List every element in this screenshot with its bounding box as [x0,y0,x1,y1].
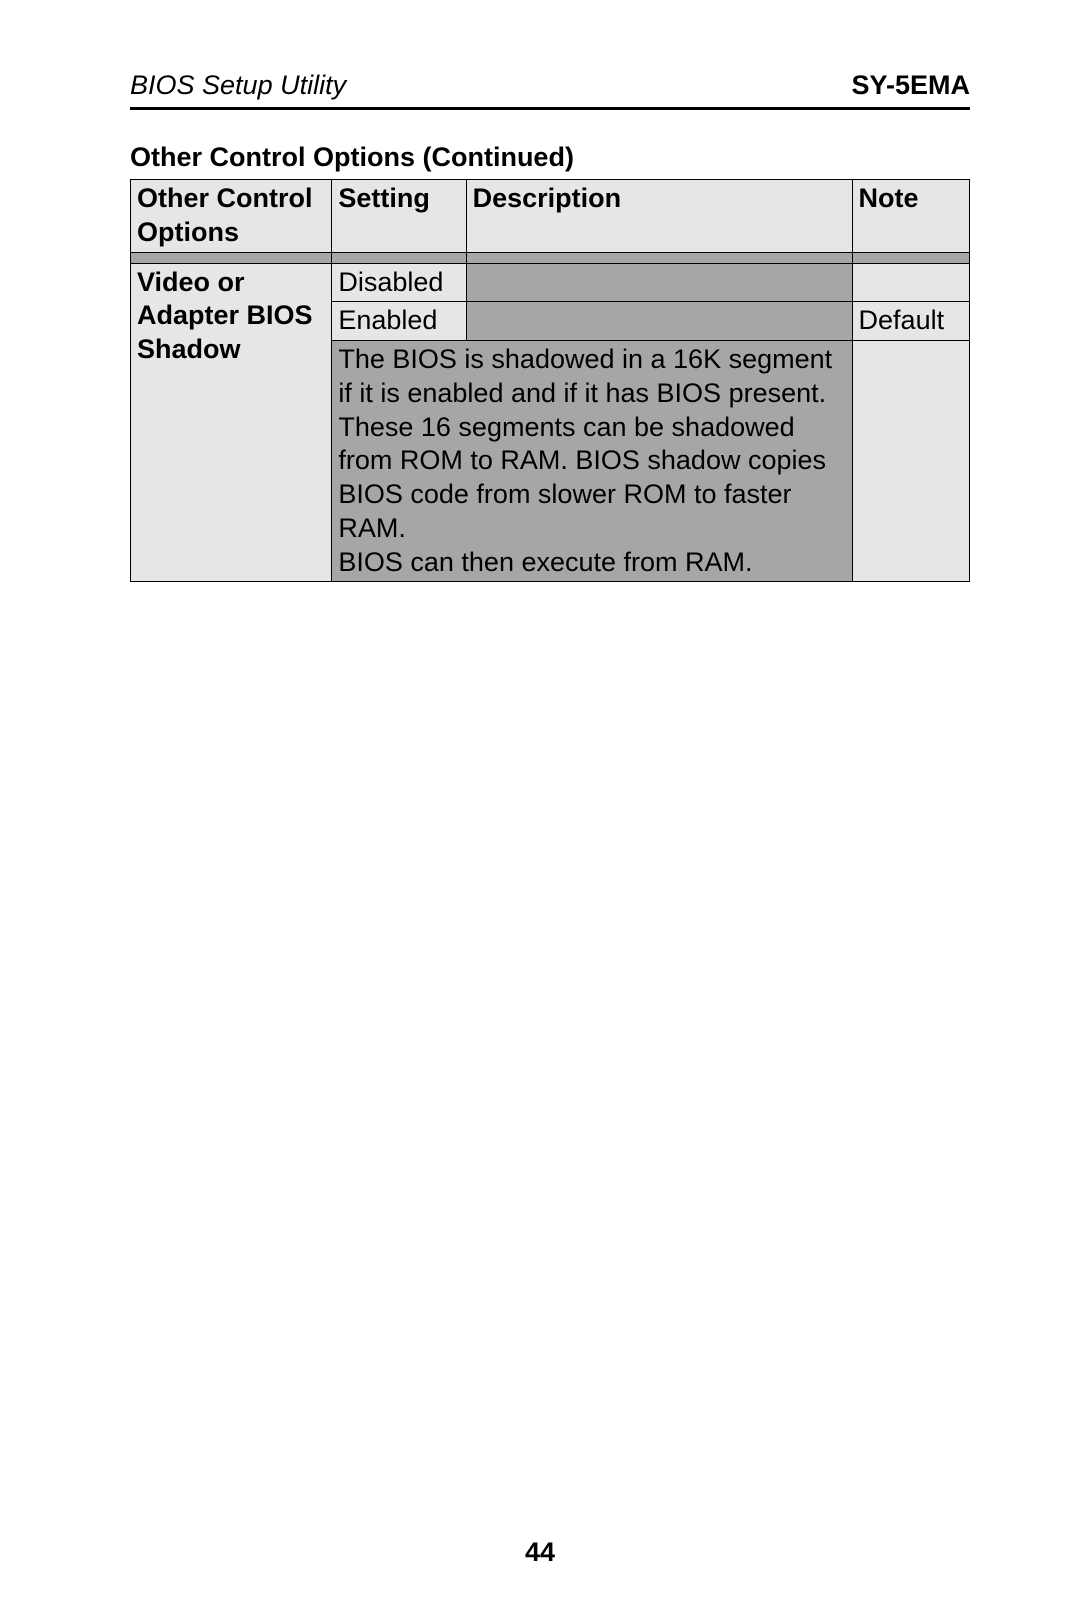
note-empty [852,341,969,582]
spacer-row [131,252,970,263]
description-disabled [466,263,852,302]
note-default: Default [852,302,969,341]
option-name: Video or Adapter BIOS Shadow [131,263,332,582]
table-header-row: Other Control Options Setting Descriptio… [131,180,970,253]
page-number: 44 [0,1537,1080,1568]
header-right: SY-5EMA [851,70,970,101]
col-header-setting: Setting [332,180,466,253]
col-header-note: Note [852,180,969,253]
col-header-option: Other Control Options [131,180,332,253]
header-left: BIOS Setup Utility [130,70,346,101]
page-header: BIOS Setup Utility SY-5EMA [130,70,970,110]
description-long: The BIOS is shadowed in a 16K segment if… [332,341,852,582]
col-header-description: Description [466,180,852,253]
setting-disabled: Disabled [332,263,466,302]
note-disabled [852,263,969,302]
description-enabled [466,302,852,341]
section-title: Other Control Options (Continued) [130,142,970,173]
setting-enabled: Enabled [332,302,466,341]
table-row-disabled: Video or Adapter BIOS Shadow Disabled [131,263,970,302]
document-page: BIOS Setup Utility SY-5EMA Other Control… [0,0,1080,1618]
options-table: Other Control Options Setting Descriptio… [130,179,970,582]
